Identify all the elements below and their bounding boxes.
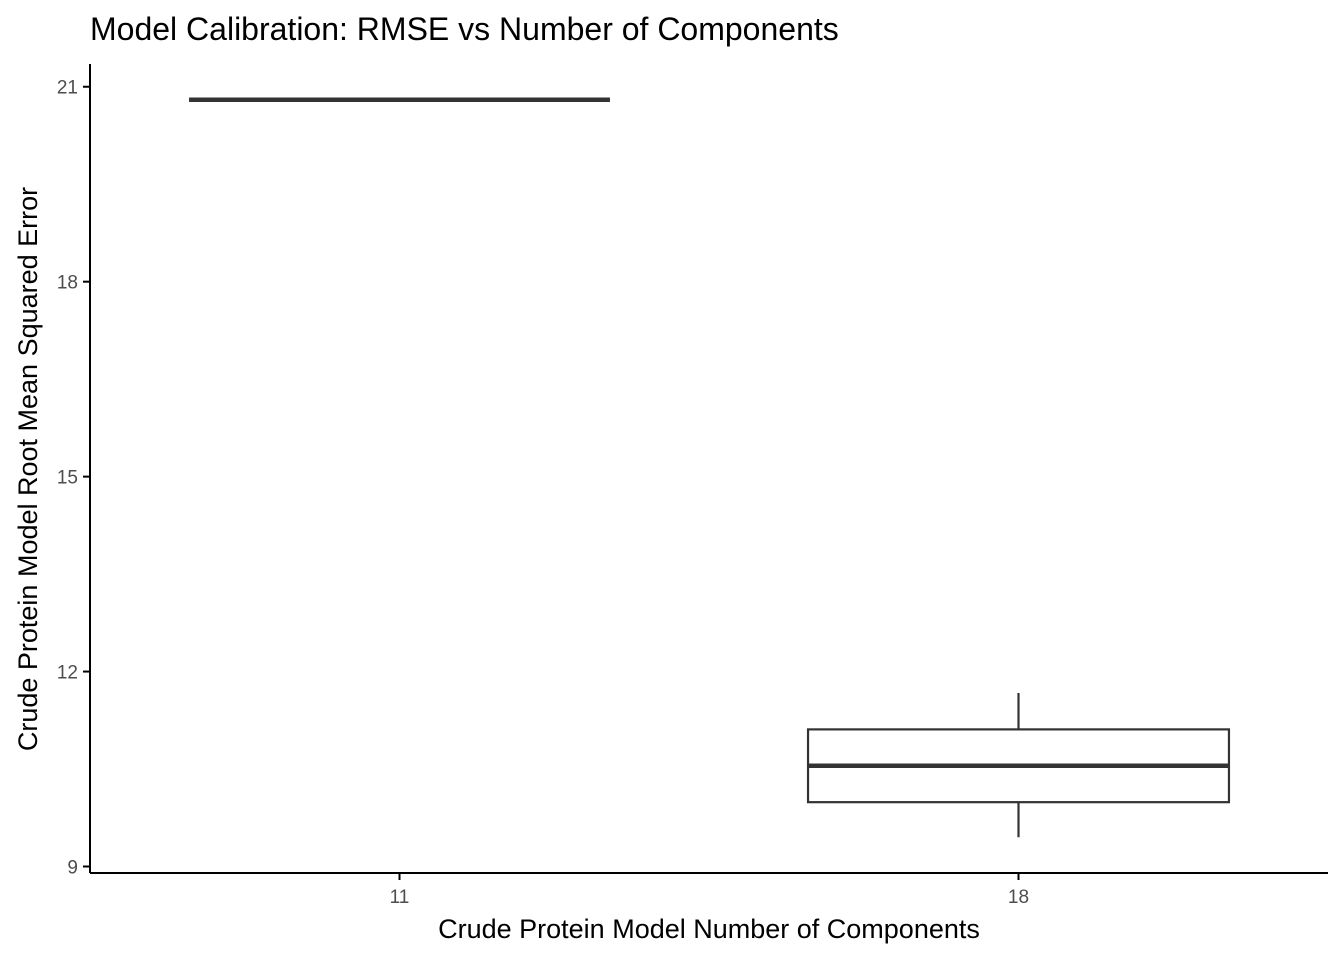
y-tick-label: 9 (67, 858, 78, 879)
y-tick-label: 21 (57, 78, 78, 99)
y-tick-label: 12 (57, 663, 78, 684)
plot-marks (189, 97, 1231, 838)
y-axis-title: Crude Protein Model Root Mean Squared Er… (13, 187, 43, 751)
x-tick-label: 11 (390, 887, 410, 908)
y-tick-label: 18 (57, 273, 78, 294)
x-axis-title: Crude Protein Model Number of Components (438, 914, 980, 944)
y-axis: 9 12 15 18 21 (57, 64, 91, 879)
y-tick-label: 15 (57, 468, 78, 489)
x-axis: 11 18 (90, 872, 1328, 908)
x-tick-label: 18 (1008, 887, 1029, 908)
chart-title: Model Calibration: RMSE vs Number of Com… (90, 11, 839, 47)
box-18 (806, 693, 1231, 838)
